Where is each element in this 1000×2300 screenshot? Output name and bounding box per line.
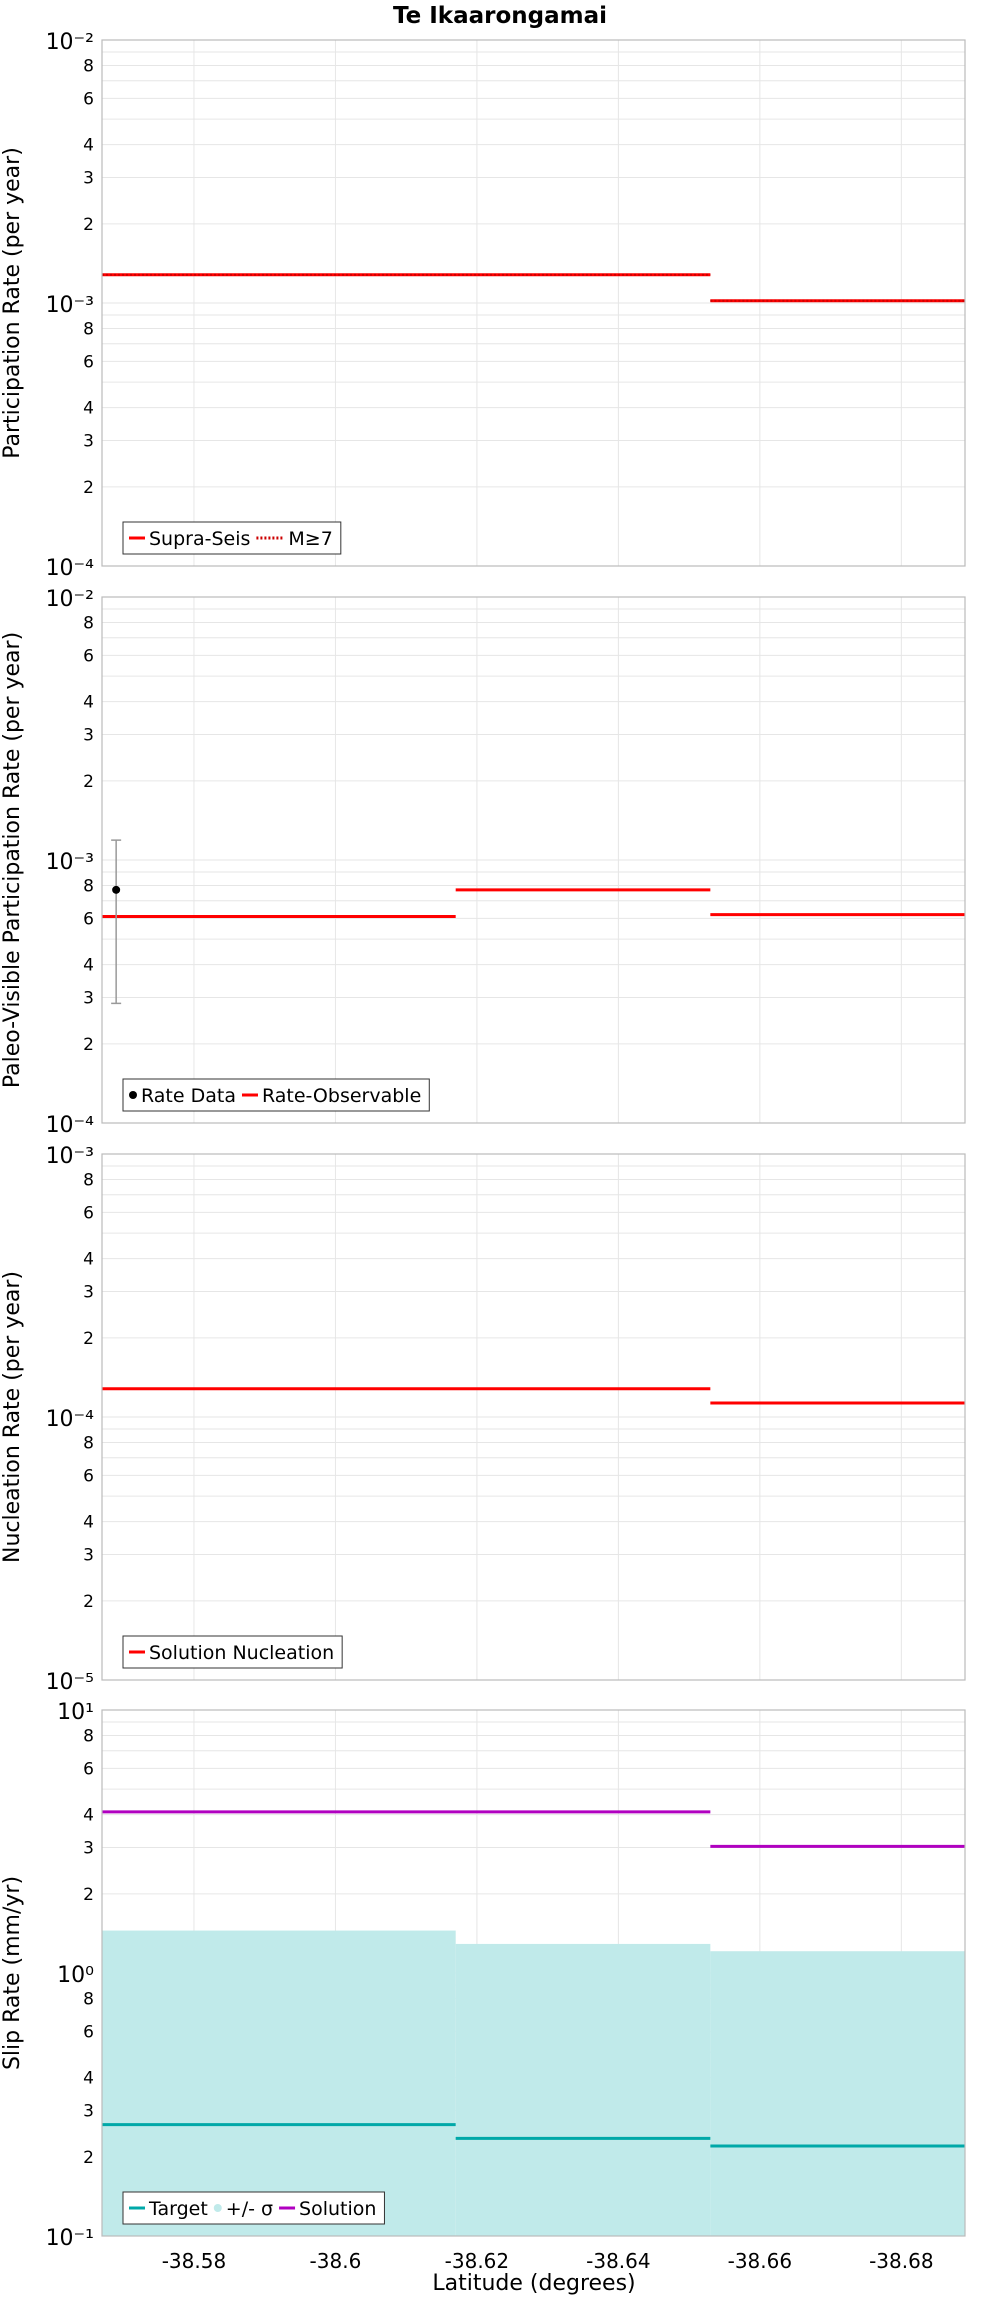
y-axis-label: Paleo-Visible Participation Rate (per ye…	[0, 632, 25, 1088]
y-tick-label-minor: 2	[83, 215, 94, 235]
y-tick-label-decade: 10⁻³	[46, 850, 94, 875]
legend-box	[122, 1635, 343, 1669]
sigma-band	[455, 1943, 711, 2236]
y-tick-label-minor: 8	[83, 613, 94, 633]
y-tick-label-decade: 10⁻²	[46, 30, 94, 55]
y-tick-label-minor: 3	[83, 1839, 94, 1859]
legend: Supra-Seis M≥7	[122, 521, 342, 555]
y-tick-label-minor: 4	[83, 1806, 94, 1826]
sigma-band	[102, 1930, 456, 2236]
y-tick-label-minor: 8	[83, 1726, 94, 1746]
y-tick-label-decade: 10⁻⁴	[46, 1113, 95, 1138]
plot-frame	[101, 39, 966, 567]
y-tick-label-minor: 4	[83, 693, 94, 713]
x-tick-label: -38.64	[586, 2249, 650, 2273]
legend-dot	[129, 1091, 137, 1099]
y-tick-label-minor: 2	[83, 478, 94, 498]
y-tick-label-decade: 10⁻⁵	[46, 1670, 94, 1695]
legend: Target +/- σ Solution	[122, 2191, 385, 2225]
y-tick-label-minor: 6	[83, 1759, 94, 1779]
y-tick-label-minor: 8	[83, 1989, 94, 2009]
y-tick-label-minor: 6	[83, 1466, 94, 1486]
x-tick-label: -38.6	[310, 2249, 362, 2273]
y-tick-label-minor: 4	[83, 2069, 94, 2089]
y-tick-label-minor: 4	[83, 136, 94, 156]
legend-box	[122, 2191, 385, 2225]
legend-box	[122, 1078, 430, 1112]
rate-data-point	[112, 885, 121, 894]
y-tick-label-minor: 4	[83, 399, 94, 419]
y-tick-label-minor: 2	[83, 1035, 94, 1055]
y-tick-label-minor: 8	[83, 1433, 94, 1453]
legend-symbol	[213, 2204, 222, 2212]
y-tick-label-minor: 3	[83, 169, 94, 189]
y-tick-label-minor: 2	[83, 1592, 94, 1612]
y-tick-label-decade: 10¹	[57, 1700, 94, 1725]
legend-box	[122, 521, 342, 555]
y-tick-label-minor: 8	[83, 56, 94, 76]
legend: Solution Nucleation	[122, 1635, 343, 1669]
y-tick-label-minor: 8	[83, 319, 94, 339]
y-axis-label: Participation Rate (per year)	[0, 147, 25, 459]
y-tick-label-minor: 6	[83, 2022, 94, 2042]
y-tick-label-minor: 3	[83, 989, 94, 1009]
y-tick-label-minor: 3	[83, 2102, 94, 2122]
y-tick-label-minor: 3	[83, 1283, 94, 1303]
y-tick-label-minor: 2	[83, 772, 94, 792]
legend-label: Solution Nucleation	[149, 1642, 334, 1664]
legend-label: M≥7	[288, 528, 332, 550]
y-axis-label: Nucleation Rate (per year)	[0, 1271, 25, 1563]
legend-label: Rate-Observable	[262, 1085, 421, 1107]
legend-symbol	[129, 1091, 137, 1099]
y-axis-label: Slip Rate (mm/yr)	[0, 1876, 25, 2070]
y-tick-label-minor: 3	[83, 1546, 94, 1566]
legend-label: Rate Data	[141, 1085, 236, 1107]
legend-label: Target	[148, 2198, 208, 2220]
y-tick-label-decade: 10⁰	[57, 1963, 94, 1988]
legend-label: Solution	[299, 2198, 376, 2220]
y-tick-label-minor: 8	[83, 876, 94, 896]
y-tick-label-decade: 10⁻³	[46, 293, 94, 318]
y-tick-label-minor: 6	[83, 909, 94, 929]
x-tick-label: -38.58	[162, 2249, 226, 2273]
legend-label: Supra-Seis	[149, 528, 250, 550]
y-tick-label-minor: 3	[83, 726, 94, 746]
legend: Rate Data Rate-Observable	[122, 1078, 430, 1112]
y-tick-label-decade: 10⁻⁴	[46, 1407, 95, 1432]
plot-frame	[101, 1709, 966, 2237]
figure-title: Te Ikaarongamai	[393, 3, 607, 29]
plot-frame	[101, 1153, 966, 1681]
y-tick-label-minor: 4	[83, 956, 94, 976]
y-tick-label-minor: 6	[83, 1203, 94, 1223]
plot-frame	[101, 596, 966, 1124]
y-tick-label-minor: 4	[83, 1513, 94, 1533]
x-tick-label: -38.68	[869, 2249, 933, 2273]
legend-dot	[213, 2204, 222, 2212]
y-tick-label-minor: 4	[83, 1250, 94, 1270]
x-tick-label: -38.66	[728, 2249, 792, 2273]
sigma-band	[710, 1951, 965, 2236]
y-tick-label-minor: 2	[83, 1885, 94, 1905]
y-tick-label-minor: 3	[83, 432, 94, 452]
y-tick-label-minor: 2	[83, 1329, 94, 1349]
y-tick-label-decade: 10⁻¹	[46, 2226, 94, 2251]
y-tick-label-minor: 6	[83, 89, 94, 109]
y-tick-label-decade: 10⁻⁴	[46, 556, 95, 581]
y-tick-label-minor: 8	[83, 1170, 94, 1190]
legend-label: +/- σ	[226, 2198, 273, 2220]
y-tick-label-decade: 10⁻³	[46, 1144, 94, 1169]
x-axis-label: Latitude (degrees)	[432, 2271, 635, 2296]
y-tick-label-decade: 10⁻²	[46, 587, 94, 612]
y-tick-label-minor: 6	[83, 352, 94, 372]
y-tick-label-minor: 6	[83, 646, 94, 666]
y-tick-label-minor: 2	[83, 2148, 94, 2168]
x-tick-label: -38.62	[445, 2249, 509, 2273]
